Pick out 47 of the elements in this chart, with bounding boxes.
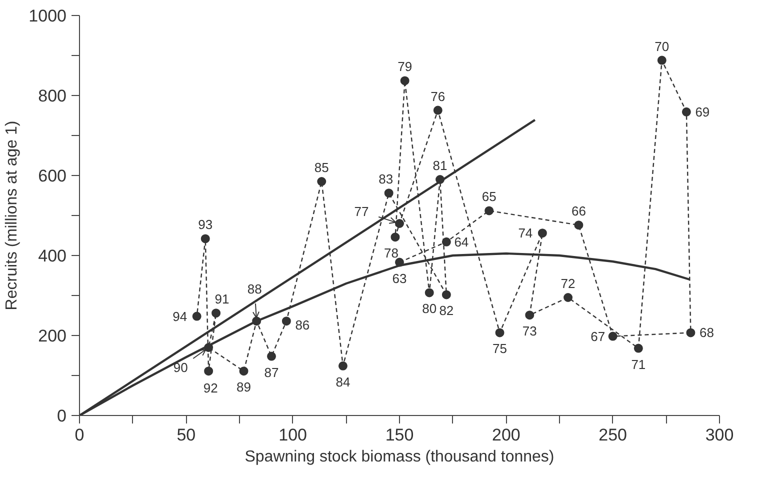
annotation: 74 (518, 226, 533, 241)
annotation: 82 (439, 303, 454, 318)
annotation: 81 (432, 158, 448, 173)
annotation: 87 (264, 364, 279, 380)
y-tick-label: 600 (38, 166, 67, 186)
x-tick-label: 250 (598, 426, 628, 444)
y-tick-label: 200 (38, 326, 67, 346)
x-tick-label: 200 (492, 426, 520, 444)
annotation: 79 (398, 59, 412, 74)
annotation: 86 (295, 318, 310, 333)
annotation: 65 (482, 189, 496, 204)
annotation: 85 (314, 160, 329, 175)
annotation: 71 (631, 356, 646, 372)
annotation: 69 (695, 104, 710, 120)
annotation: 94 (172, 308, 188, 324)
y-axis-title: Recruits (millions at age 1) (4, 120, 21, 310)
annotation: 78 (384, 246, 398, 261)
y-tick-label: 800 (38, 86, 67, 106)
x-tick-label: 150 (385, 426, 414, 444)
annotation: 93 (198, 217, 213, 232)
annotation: 63 (392, 270, 407, 286)
x-axis-title: Spawning stock biomass (thousand tonnes) (244, 448, 554, 466)
annotation: 68 (699, 325, 714, 340)
annotation: 88 (247, 282, 262, 297)
annotation: 66 (571, 204, 586, 219)
annotation: 89 (236, 380, 252, 395)
y-tick-label: 1000 (28, 6, 67, 26)
x-tick-label: 100 (278, 426, 308, 444)
annotation: 77 (354, 204, 369, 219)
annotation: 84 (336, 374, 350, 390)
annotation: 67 (590, 328, 606, 344)
annotation: 70 (654, 38, 670, 54)
annotation: 91 (214, 292, 230, 307)
x-tick-label: 50 (176, 426, 196, 444)
annotation: 90 (173, 360, 188, 375)
x-tick-label: 300 (705, 426, 734, 444)
annotation: 76 (430, 88, 446, 104)
y-tick-label: 0 (57, 406, 67, 426)
annotation: 83 (378, 172, 394, 187)
annotation: 80 (422, 301, 437, 316)
x-tick-label: 0 (74, 426, 84, 444)
annotation: 92 (203, 380, 218, 396)
annotation: 73 (522, 324, 537, 339)
annotation: 75 (492, 341, 508, 356)
annotation: 64 (454, 234, 469, 250)
y-tick-label: 400 (38, 246, 67, 266)
annotation: 72 (560, 276, 576, 291)
